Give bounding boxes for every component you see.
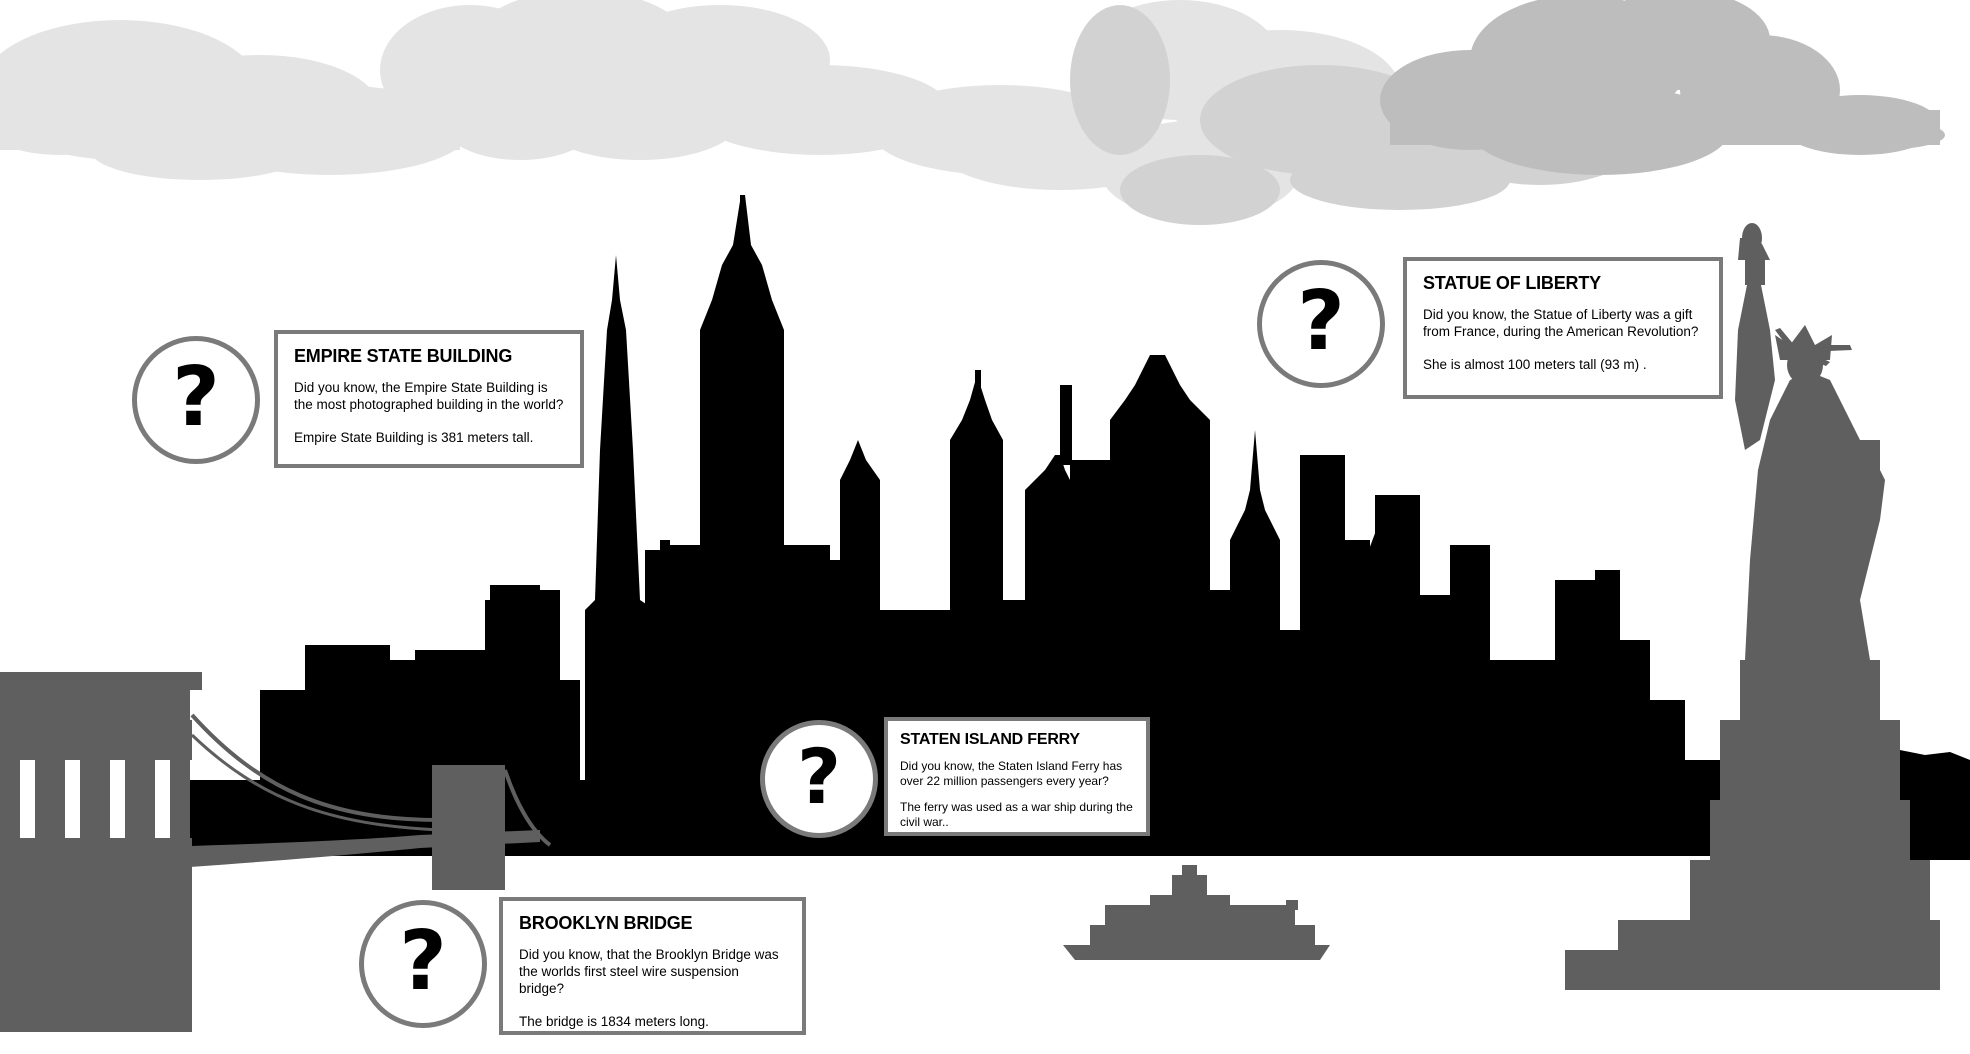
card-title: STATEN ISLAND FERRY — [900, 731, 1080, 748]
statue-of-liberty-info-card: STATUE OF LIBERTY Did you know, the Stat… — [1403, 257, 1723, 399]
statue-of-liberty-question-icon[interactable]: ? — [1257, 260, 1385, 388]
card-text: Did you know, the Staten Island Ferry ha… — [900, 759, 1123, 788]
ferry-graphic — [1063, 865, 1330, 960]
question-mark: ? — [1297, 274, 1345, 369]
card-text: The ferry was used as a war ship during … — [900, 800, 1133, 829]
brooklyn-bridge-info-card: BROOKLYN BRIDGE Did you know, that the B… — [499, 897, 806, 1035]
statue-of-liberty-graphic — [1565, 223, 1940, 990]
card-text: She is almost 100 meters tall (93 m) . — [1423, 357, 1647, 372]
card-title: STATUE OF LIBERTY — [1423, 273, 1601, 293]
clouds — [0, 0, 1945, 225]
brooklyn-bridge-graphic — [0, 672, 552, 1032]
question-mark: ? — [796, 732, 842, 821]
empire-state-info-card: EMPIRE STATE BUILDING Did you know, the … — [274, 330, 584, 468]
staten-island-ferry-question-icon[interactable]: ? — [760, 720, 878, 838]
card-text: The bridge is 1834 meters long. — [519, 1014, 709, 1029]
card-text: Empire State Building is 381 meters tall… — [294, 430, 534, 445]
card-text: Did you know, that the Brooklyn Bridge w… — [519, 947, 779, 996]
empire-state-question-icon[interactable]: ? — [132, 336, 260, 464]
brooklyn-bridge-question-icon[interactable]: ? — [359, 900, 487, 1028]
card-title: EMPIRE STATE BUILDING — [294, 346, 513, 366]
staten-island-ferry-info-card: STATEN ISLAND FERRY Did you know, the St… — [884, 717, 1150, 836]
question-mark: ? — [399, 914, 447, 1009]
card-title: BROOKLYN BRIDGE — [519, 913, 693, 933]
card-text: Did you know, the Statue of Liberty was … — [1423, 307, 1699, 339]
card-text: Did you know, the Empire State Building … — [294, 380, 564, 412]
question-mark: ? — [172, 350, 220, 445]
